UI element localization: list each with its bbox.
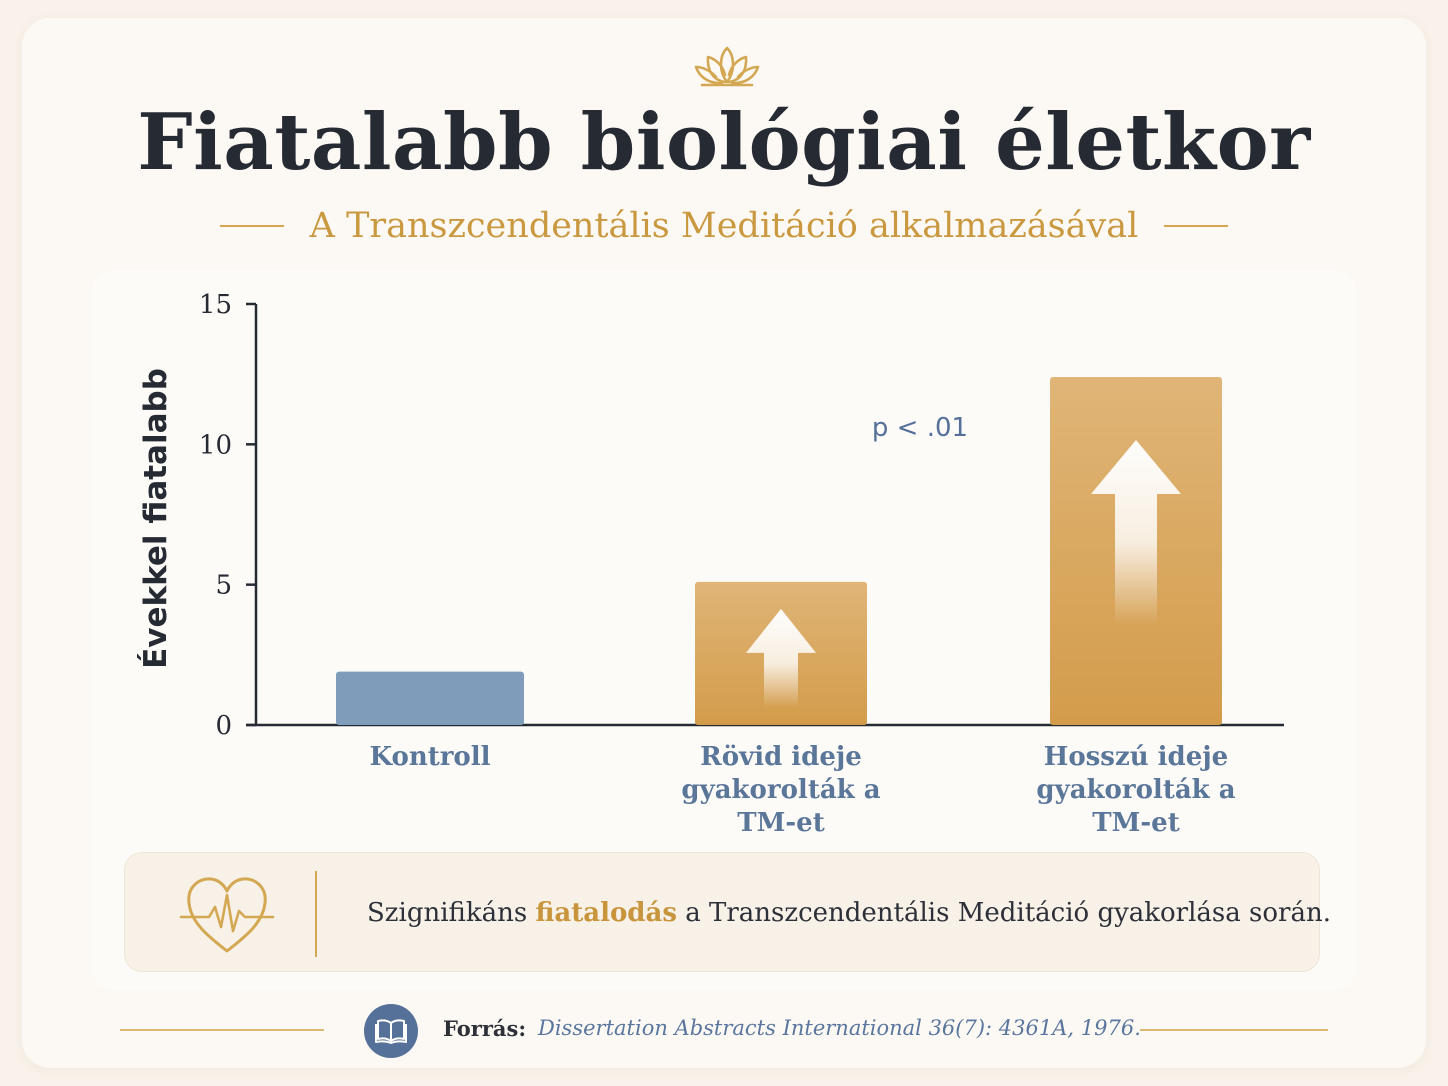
subtitle-rule-right — [1164, 225, 1229, 227]
arrow-up-icon — [1091, 439, 1181, 625]
p-value-annotation: p < .01 — [872, 413, 968, 443]
bar-chart: 0 5 10 15 Évekkel fiatalabb Kontroll Rövid ide… — [138, 290, 1284, 838]
x-tick-label: gyakorolták a — [1036, 775, 1235, 805]
bar-0 — [336, 671, 524, 725]
source-label: Forrás: — [443, 1016, 527, 1041]
y-axis-label: Évekkel fiatalabb — [138, 368, 174, 669]
page-title: Fiatalabb biológiai életkor — [137, 97, 1311, 188]
conclusion-callout: Szignifikáns fiatalodás a Transzcendentá… — [124, 852, 1331, 972]
x-tick-label: Kontroll — [369, 742, 490, 772]
y-tick-label: 10 — [199, 430, 232, 460]
subtitle-row: A Transzcendentális Meditáció alkalmazás… — [0, 203, 1448, 249]
source-citation: Dissertation Abstracts International 36(… — [538, 1016, 1141, 1040]
y-tick-label: 15 — [199, 290, 232, 320]
x-tick-label: Rövid ideje — [700, 742, 862, 772]
callout-text-before: Szignifikáns — [367, 898, 536, 928]
book-icon — [364, 1004, 418, 1058]
callout-text: Szignifikáns fiatalodás a Transzcendentá… — [367, 853, 1331, 973]
y-tick-label: 5 — [215, 571, 232, 601]
x-tick-label: Hosszú ideje — [1044, 742, 1228, 772]
source-rule-left — [120, 1029, 324, 1031]
page-subtitle: A Transzcendentális Meditáció alkalmazás… — [309, 206, 1139, 246]
callout-text-after: a Transzcendentális Meditáció gyakorlása… — [676, 898, 1331, 928]
heartbeat-icon — [179, 877, 275, 953]
subtitle-rule-left — [219, 225, 284, 227]
x-tick-label: gyakorolták a — [681, 775, 880, 805]
arrow-up-icon — [746, 608, 816, 707]
y-tick-label: 0 — [215, 711, 232, 741]
callout-divider — [315, 871, 317, 957]
source-row: Forrás: Dissertation Abstracts Internati… — [0, 1000, 1448, 1060]
callout-highlight: fiatalodás — [535, 898, 677, 928]
x-tick-label: TM-et — [737, 808, 824, 838]
source-rule-right — [1140, 1029, 1328, 1031]
lotus-icon — [694, 46, 760, 87]
x-tick-label: TM-et — [1092, 808, 1179, 838]
